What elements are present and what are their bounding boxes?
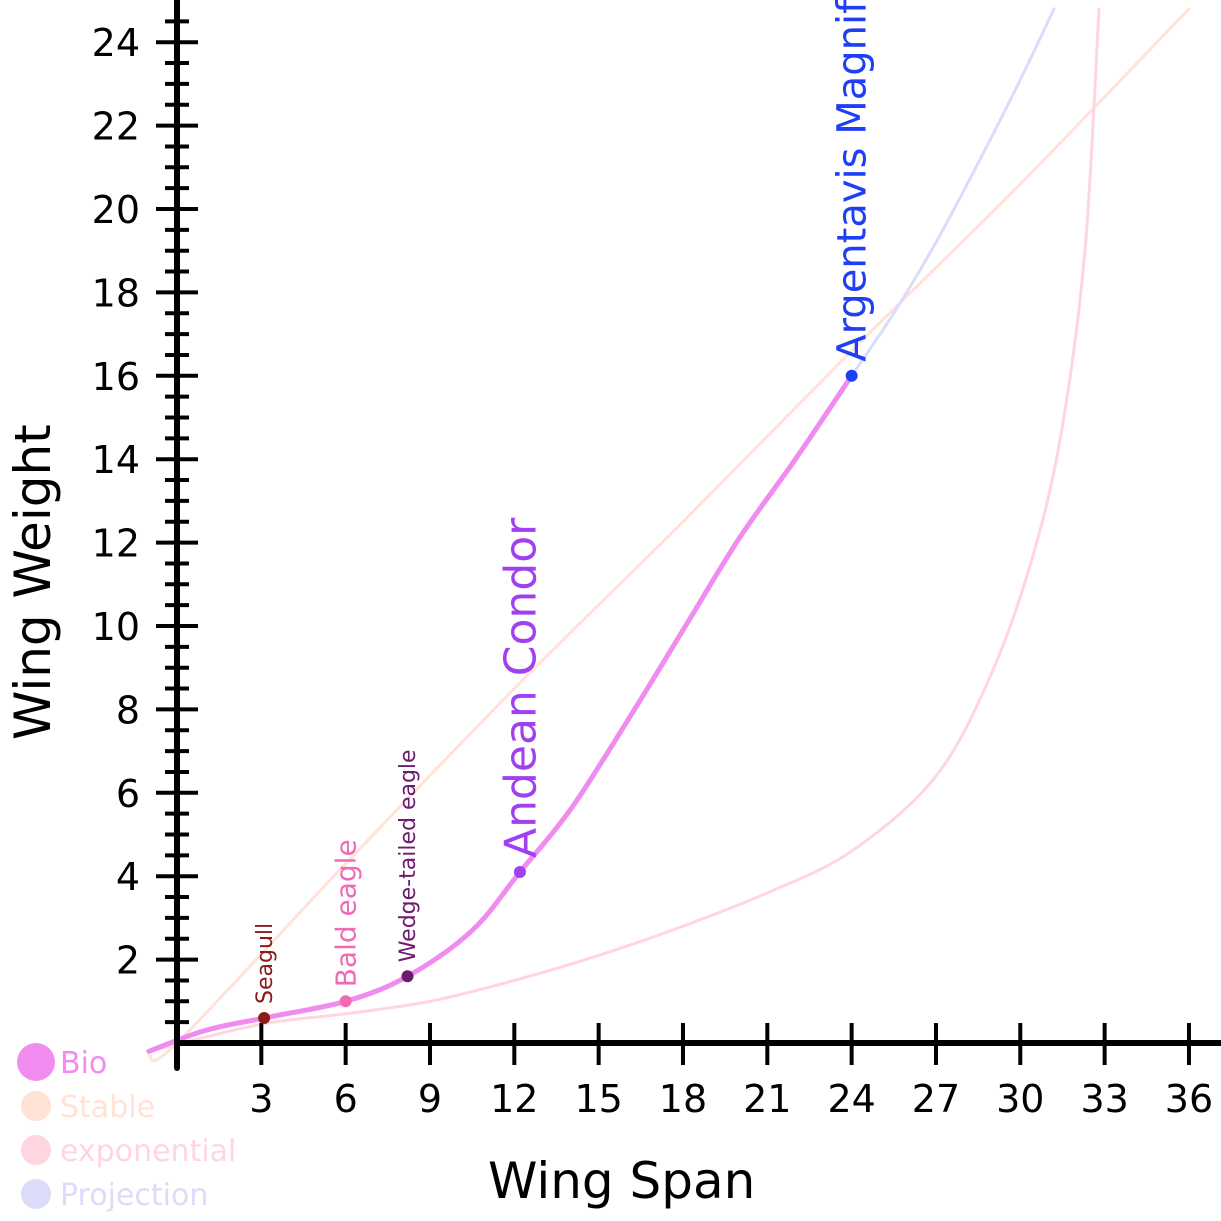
series-lines: [146, 7, 1191, 1063]
legend: Bio Stable exponential Projection: [17, 1043, 236, 1213]
legend-label: exponential: [60, 1134, 236, 1169]
y-tick-label: 18: [92, 271, 140, 315]
series-line-stable: [147, 7, 1191, 1063]
y-tick-label: 16: [92, 355, 140, 399]
x-axis-title: Wing Span: [488, 1152, 755, 1210]
legend-label: Stable: [60, 1090, 155, 1125]
y-tick-label: 24: [92, 21, 140, 65]
y-tick-label: 12: [92, 522, 140, 566]
legend-label: Projection: [60, 1178, 208, 1213]
data-point: [513, 866, 526, 879]
x-tick-label: 18: [659, 1077, 707, 1121]
x-tick-label: 12: [490, 1077, 538, 1121]
legend-swatch: [21, 1179, 51, 1209]
legend-swatch: [21, 1091, 51, 1121]
x-tick-label: 30: [996, 1077, 1044, 1121]
y-tick-label: 8: [116, 688, 140, 732]
x-tick-label: 3: [249, 1077, 273, 1121]
x-tick-label: 36: [1165, 1077, 1213, 1121]
legend-swatch: [17, 1043, 55, 1081]
x-tick-label: 9: [418, 1077, 442, 1121]
legend-label: Bio: [60, 1046, 107, 1081]
data-point: [401, 970, 414, 983]
axes: [174, 0, 1221, 1071]
series-line-bio: [146, 373, 855, 1054]
x-tick-label: 21: [743, 1077, 791, 1121]
data-points: Seagull Bald eagle Wedge-tailed eagle Andea…: [253, 0, 876, 1024]
y-tick-label: 10: [92, 605, 140, 649]
legend-swatch: [21, 1135, 51, 1165]
y-tick-label: 14: [92, 438, 140, 482]
point-label: Seagull: [253, 923, 278, 1004]
y-tick-label: 4: [116, 855, 140, 899]
y-tick-label: 6: [116, 772, 140, 816]
data-point: [339, 995, 352, 1008]
series-line-projection: [850, 7, 1056, 378]
data-point: [845, 369, 858, 382]
y-tick-label: 20: [92, 188, 140, 232]
x-tick-label: 15: [574, 1077, 622, 1121]
y-tick-label: 2: [116, 939, 140, 983]
x-tick-label: 27: [912, 1077, 960, 1121]
x-tick-label: 24: [827, 1077, 875, 1121]
point-label: Wedge-tailed eagle: [396, 749, 421, 962]
y-axis-title: Wing Weight: [4, 424, 62, 740]
x-tick-label: 33: [1080, 1077, 1128, 1121]
point-label: Bald eagle: [329, 839, 362, 987]
point-label: Andean Condor: [495, 517, 546, 858]
y-tick-label: 22: [92, 105, 140, 149]
series-line-exponential: [147, 7, 1101, 1053]
data-point: [258, 1011, 271, 1024]
x-tick-label: 6: [334, 1077, 358, 1121]
point-label: Argentavis Magnificens: [830, 0, 876, 362]
